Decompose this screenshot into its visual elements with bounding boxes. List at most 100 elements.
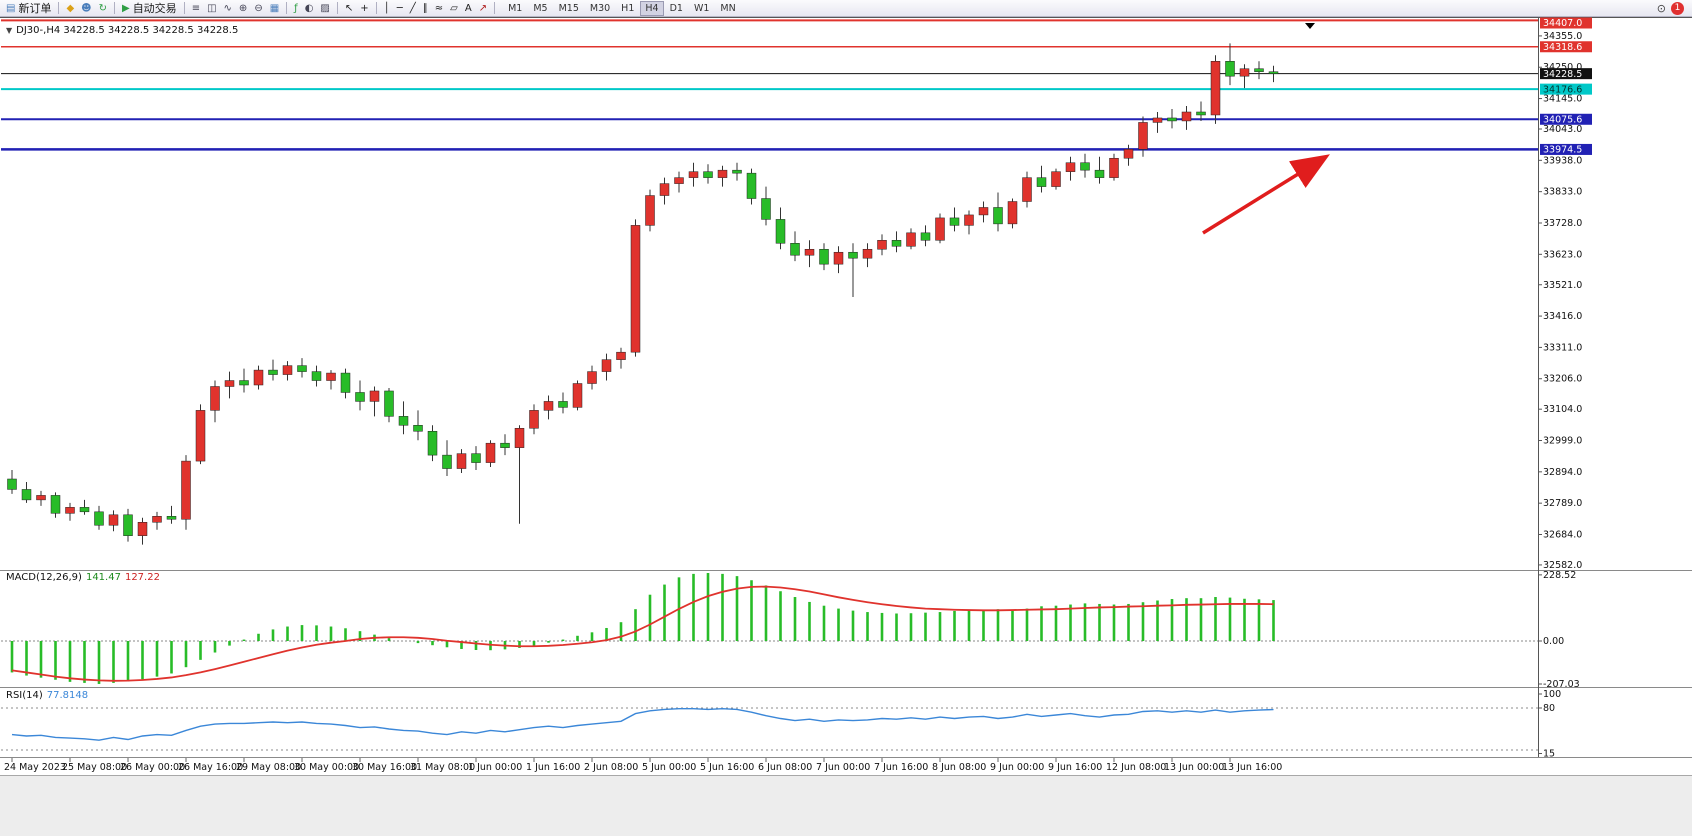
- candle-body: [732, 169, 742, 174]
- annotation-arrow[interactable]: [1202, 154, 1330, 235]
- candle-body: [21, 489, 32, 501]
- candle-body: [746, 172, 757, 199]
- rsi-scale-label: 80: [1543, 703, 1555, 714]
- arrow-tools-icon[interactable]: ↗: [476, 1, 490, 16]
- templates-icon[interactable]: ▨: [317, 1, 332, 16]
- shapes-icon[interactable]: ▱: [447, 1, 461, 16]
- time-tick-label: 13 Jun 16:00: [1222, 762, 1282, 773]
- candle-body: [1051, 171, 1061, 187]
- tile-windows-icon[interactable]: ▦: [267, 1, 282, 16]
- fibonacci-icon[interactable]: ≈: [432, 1, 446, 16]
- collapse-panel-icon[interactable]: ▼: [6, 26, 13, 35]
- rsi-scale-label: 100: [1543, 689, 1561, 700]
- toolbar-right-group: ⊙ 1: [1656, 1, 1689, 15]
- new-order-button[interactable]: ▤ 新订单: [3, 1, 54, 16]
- candle-body: [181, 460, 191, 520]
- time-tick-label: 26 May 00:00: [120, 762, 185, 773]
- chart-shift-marker-icon[interactable]: [1305, 23, 1315, 29]
- accounts-icon[interactable]: ☻: [78, 1, 94, 16]
- line-chart-icon[interactable]: ∿: [221, 1, 235, 16]
- trendline-icon[interactable]: ╱: [407, 1, 419, 16]
- candle-body: [485, 442, 496, 463]
- horizontal-line-icon[interactable]: ─: [394, 1, 406, 16]
- trendline-icon-icon: ╱: [409, 2, 416, 14]
- candle-body: [1167, 117, 1177, 122]
- timeframe-m5[interactable]: M5: [533, 2, 548, 14]
- deposit-icon[interactable]: ◆: [63, 1, 77, 16]
- price-tick-label: 33311.0: [1543, 342, 1582, 353]
- time-tick-label: 1 Jun 16:00: [526, 762, 580, 773]
- crosshair-icon[interactable]: +: [357, 1, 371, 16]
- toolbar-separator: [286, 2, 288, 14]
- timeframe-group: M1 M5 M15 M30 H1 H4 D1 W1 MN: [503, 0, 741, 16]
- timeframe-h4[interactable]: H4: [640, 0, 664, 16]
- periods-icon-icon: ◐: [304, 2, 314, 14]
- bar-chart-icon[interactable]: ≡: [189, 1, 203, 16]
- candle-body: [949, 217, 960, 226]
- vertical-line-icon[interactable]: │: [381, 1, 393, 16]
- zoom-out-icon[interactable]: ⊖: [251, 1, 265, 16]
- notification-badge[interactable]: 1: [1671, 1, 1684, 15]
- indicators-icon-icon: ƒ: [294, 2, 298, 14]
- price-badge: [1540, 17, 1592, 29]
- templates-icon-icon: ▨: [320, 2, 330, 14]
- price-badge: [1540, 83, 1592, 95]
- candle-body: [500, 442, 510, 448]
- candle-body: [1225, 61, 1235, 77]
- price-tick-label: 32999.0: [1543, 436, 1582, 447]
- timeframe-h1[interactable]: H1: [621, 2, 635, 14]
- rsi-line: [11, 707, 1274, 741]
- deposit-icon-icon: ◆: [66, 2, 75, 14]
- refresh-icon[interactable]: ↻: [96, 1, 110, 16]
- candle-body: [703, 171, 713, 178]
- toolbar-separator: [336, 2, 338, 14]
- candle-body: [616, 351, 626, 360]
- price-badge: [1540, 68, 1592, 80]
- price-chart-canvas[interactable]: 34355.0 34250.0 34145.0 34043.0 33938.0 33833…: [0, 17, 1692, 775]
- zoom-in-icon[interactable]: ⊕: [236, 1, 250, 16]
- timeframe-d1[interactable]: D1: [669, 2, 683, 14]
- candle-body: [659, 183, 670, 196]
- price-tick-label: 33521.0: [1543, 280, 1582, 291]
- periods-icon[interactable]: ◐: [302, 1, 317, 16]
- candlestick-chart-icon[interactable]: ◫: [204, 1, 219, 16]
- candle-body: [587, 371, 597, 384]
- candle-body: [558, 401, 568, 408]
- candle-body: [1080, 162, 1090, 171]
- price-tick-label: 34145.0: [1543, 94, 1582, 105]
- candle-body: [790, 243, 800, 256]
- candle-body: [1196, 111, 1206, 116]
- candle-body: [7, 478, 17, 490]
- zoom-in-icon-icon: ⊕: [238, 2, 248, 14]
- channel-icon[interactable]: ∥: [420, 1, 431, 16]
- candle-body: [1181, 111, 1192, 122]
- time-tick-label: 5 Jun 16:00: [700, 762, 754, 773]
- macd-name: MACD(12,26,9): [6, 572, 82, 583]
- candle-body: [210, 386, 220, 411]
- candle-body: [427, 431, 438, 456]
- text-tool-button[interactable]: A: [462, 1, 475, 16]
- price-tick-label: 32684.0: [1543, 529, 1582, 540]
- candle-body: [993, 207, 1003, 225]
- candle-body: [94, 511, 104, 526]
- timeframe-m30[interactable]: M30: [589, 2, 611, 14]
- timeframe-m1[interactable]: M1: [508, 2, 523, 14]
- candle-body: [268, 369, 278, 375]
- price-tick-label: 33206.0: [1543, 374, 1582, 385]
- cursor-icon[interactable]: ↖: [342, 1, 356, 16]
- symbol-ohlc-text: DJ30-,H4 34228.5 34228.5 34228.5 34228.5: [16, 25, 239, 36]
- search-icon[interactable]: ⊙: [1656, 1, 1666, 15]
- candle-body: [456, 453, 467, 469]
- auto-trading-button[interactable]: ▶ 自动交易: [119, 1, 180, 16]
- timeframe-w1[interactable]: W1: [693, 2, 710, 14]
- timeframe-mn[interactable]: MN: [720, 2, 736, 14]
- toolbar-separator: [58, 2, 60, 14]
- candle-body: [978, 207, 989, 216]
- horizontal-line-icon-icon: ─: [396, 2, 403, 14]
- timeframe-m15[interactable]: M15: [558, 2, 579, 14]
- indicators-icon[interactable]: ƒ: [291, 1, 301, 16]
- price-tick-label: 33623.0: [1543, 249, 1582, 260]
- candle-body: [645, 195, 655, 226]
- price-tick-label: 34043.0: [1543, 124, 1582, 135]
- macd-indicator-label: MACD(12,26,9) 141.47 127.22: [6, 572, 160, 583]
